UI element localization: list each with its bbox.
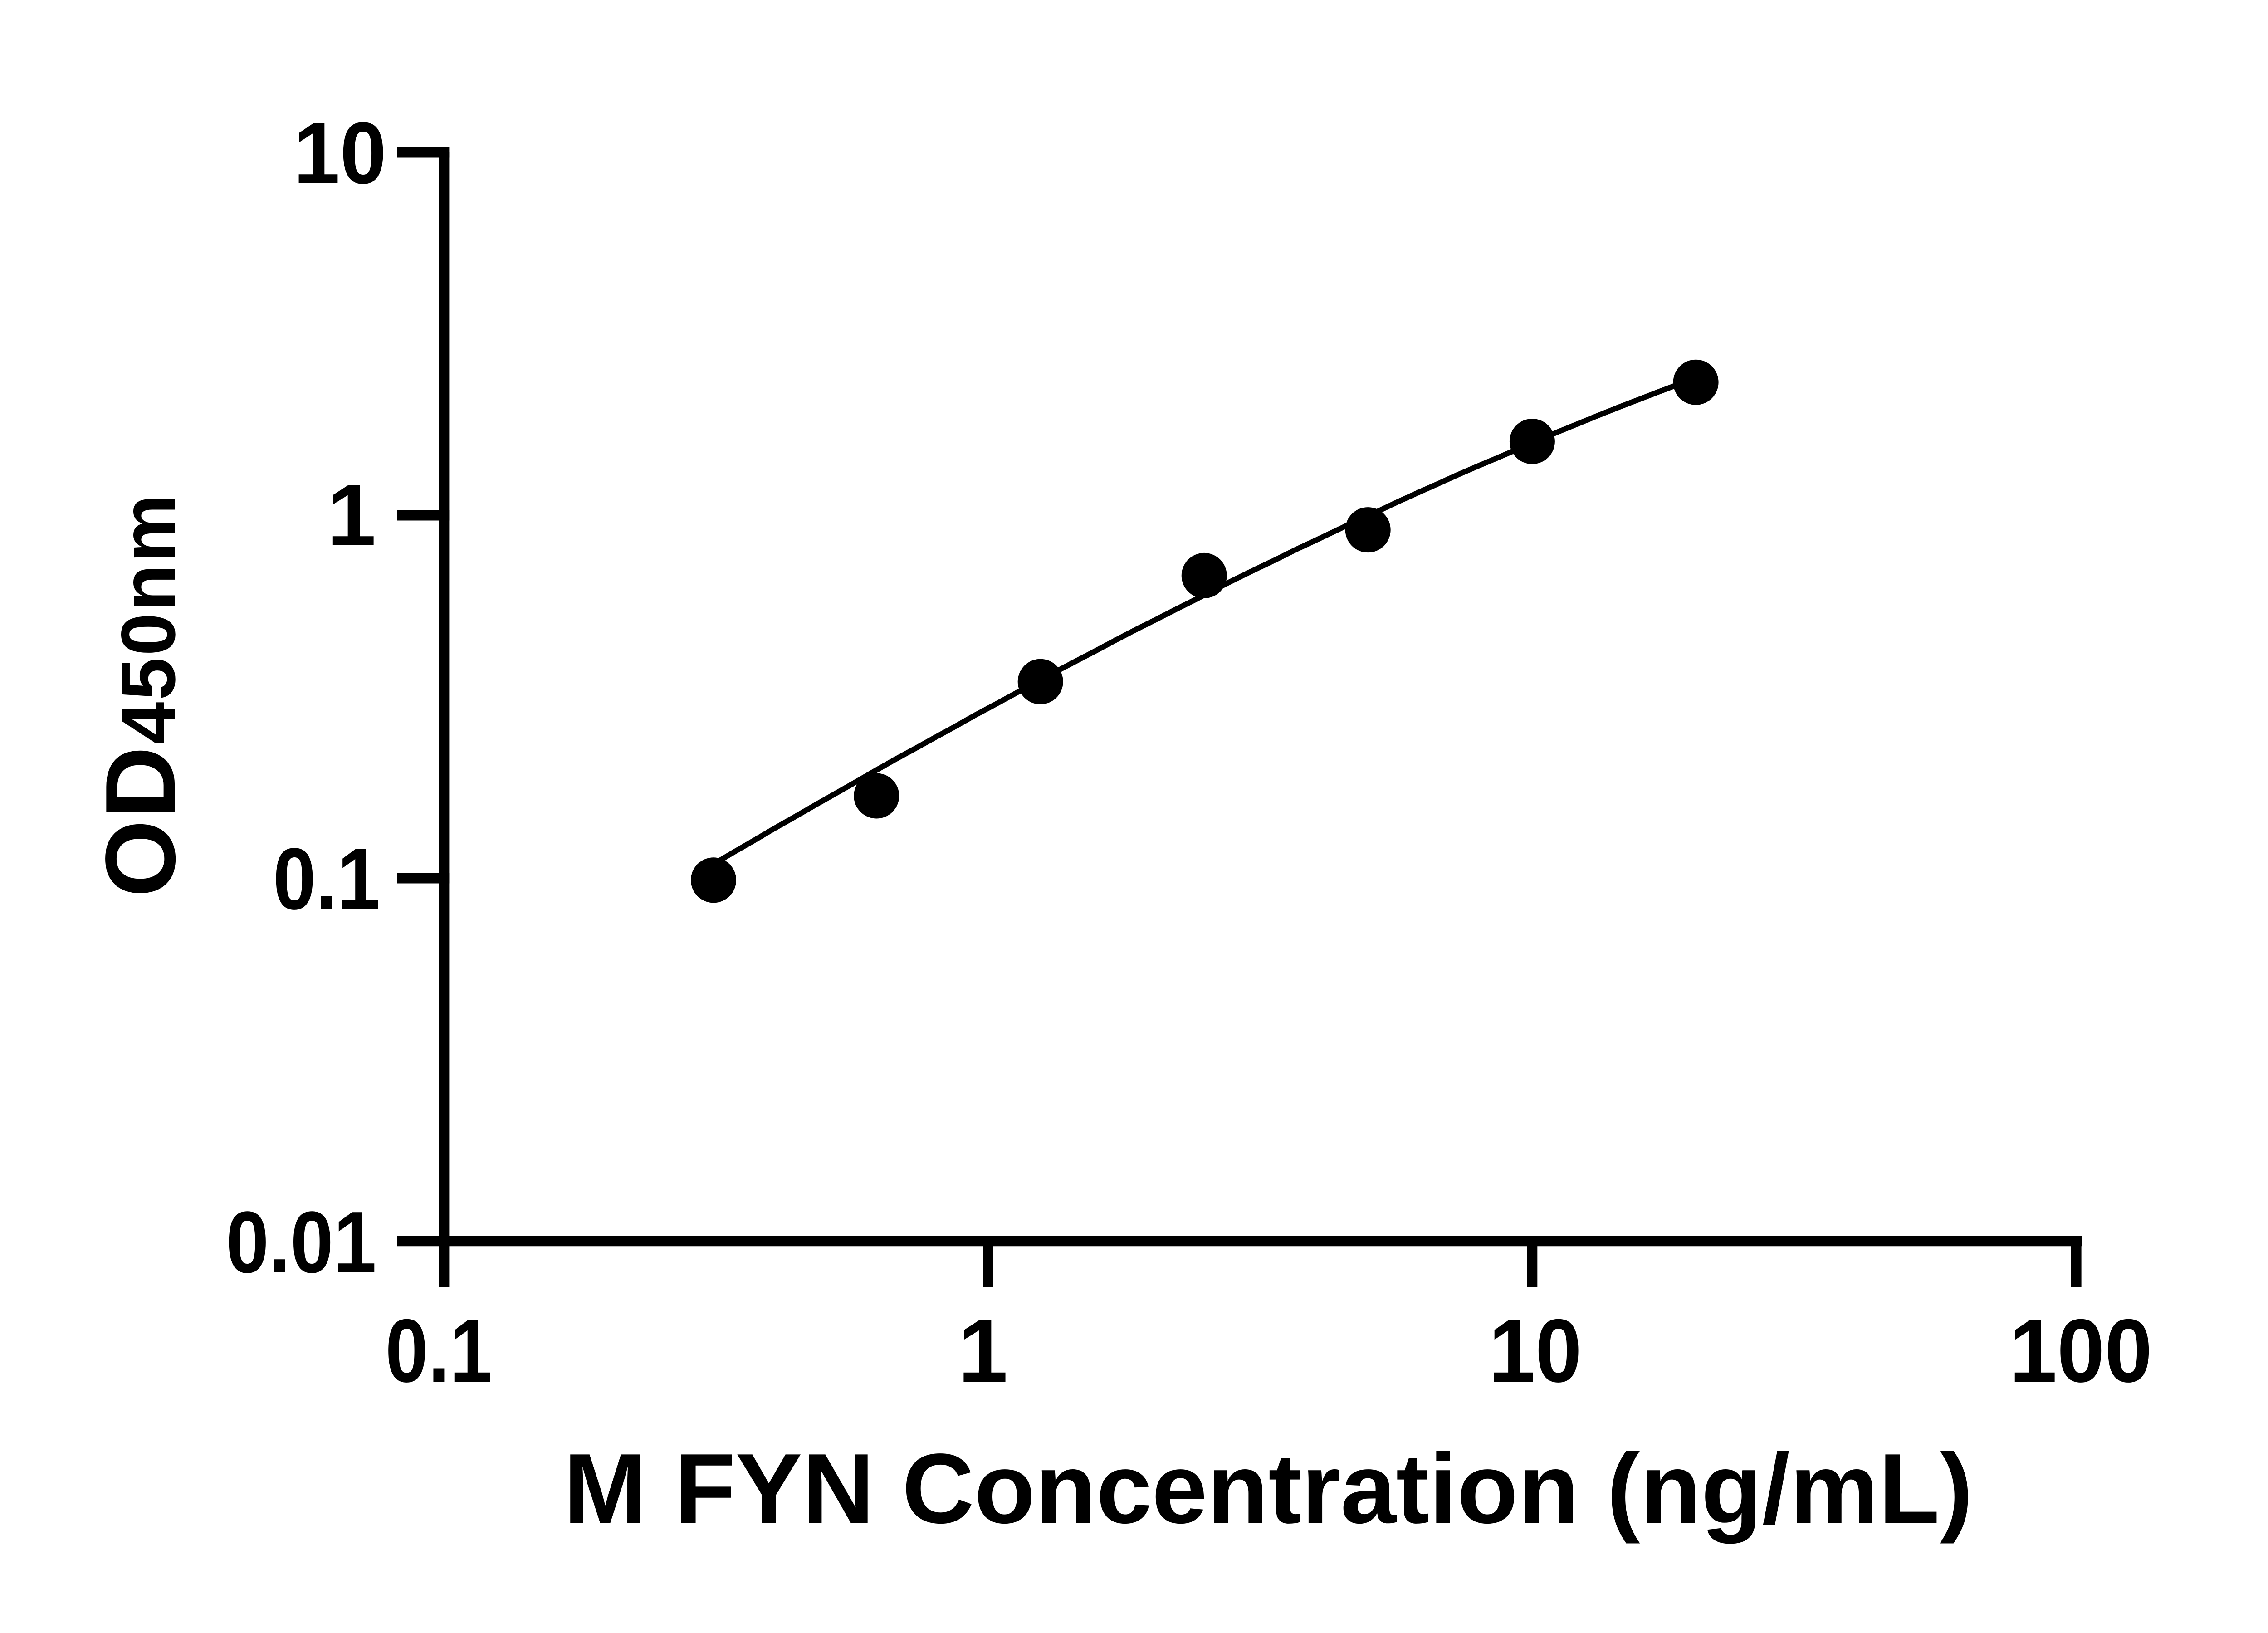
svg-text:1: 1 (327, 466, 376, 564)
svg-text:0.01: 0.01 (226, 1193, 376, 1291)
svg-text:0.1: 0.1 (273, 830, 380, 928)
svg-text:M FYN Concentration (ng/mL): M FYN Concentration (ng/mL) (564, 1433, 1973, 1544)
svg-text:0.1: 0.1 (386, 1301, 493, 1401)
svg-text:10: 10 (1489, 1301, 1582, 1401)
svg-text:1: 1 (958, 1301, 1008, 1401)
svg-text:10: 10 (293, 104, 386, 202)
svg-text:100: 100 (2009, 1301, 2152, 1401)
svg-text:OD450nm: OD450nm (85, 493, 196, 897)
